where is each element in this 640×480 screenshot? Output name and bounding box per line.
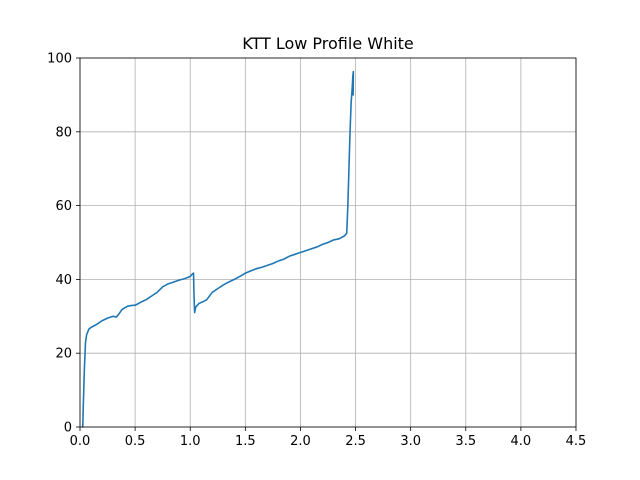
series-group: [81, 70, 355, 428]
y-tick-label: 20: [55, 347, 72, 362]
y-tick-label: 0: [64, 421, 72, 436]
x-tick-label: 0.0: [70, 434, 91, 449]
y-axis: 0 20 40 60 80 100: [47, 52, 80, 436]
chart-title: KTT Low Profile White: [242, 34, 414, 53]
y-tick-label: 80: [55, 125, 72, 140]
series-line: [81, 70, 355, 428]
x-tick-label: 4.5: [566, 434, 587, 449]
y-tick-label: 40: [55, 273, 72, 288]
x-tick-label: 1.0: [180, 434, 201, 449]
x-axis: 0.0 0.5 1.0 1.5 2.0 2.5 3.0 3.5 4.0 4.5: [70, 427, 587, 449]
y-tick-label: 100: [47, 52, 72, 67]
x-tick-label: 0.5: [125, 434, 146, 449]
x-tick-label: 2.0: [290, 434, 311, 449]
plot-frame: [79, 57, 577, 428]
y-tick-label: 60: [55, 199, 72, 214]
x-tick-label: 3.0: [400, 434, 421, 449]
x-tick-label: 2.5: [345, 434, 366, 449]
x-tick-label: 1.5: [235, 434, 256, 449]
x-tick-label: 3.5: [455, 434, 476, 449]
x-tick-label: 4.0: [511, 434, 532, 449]
